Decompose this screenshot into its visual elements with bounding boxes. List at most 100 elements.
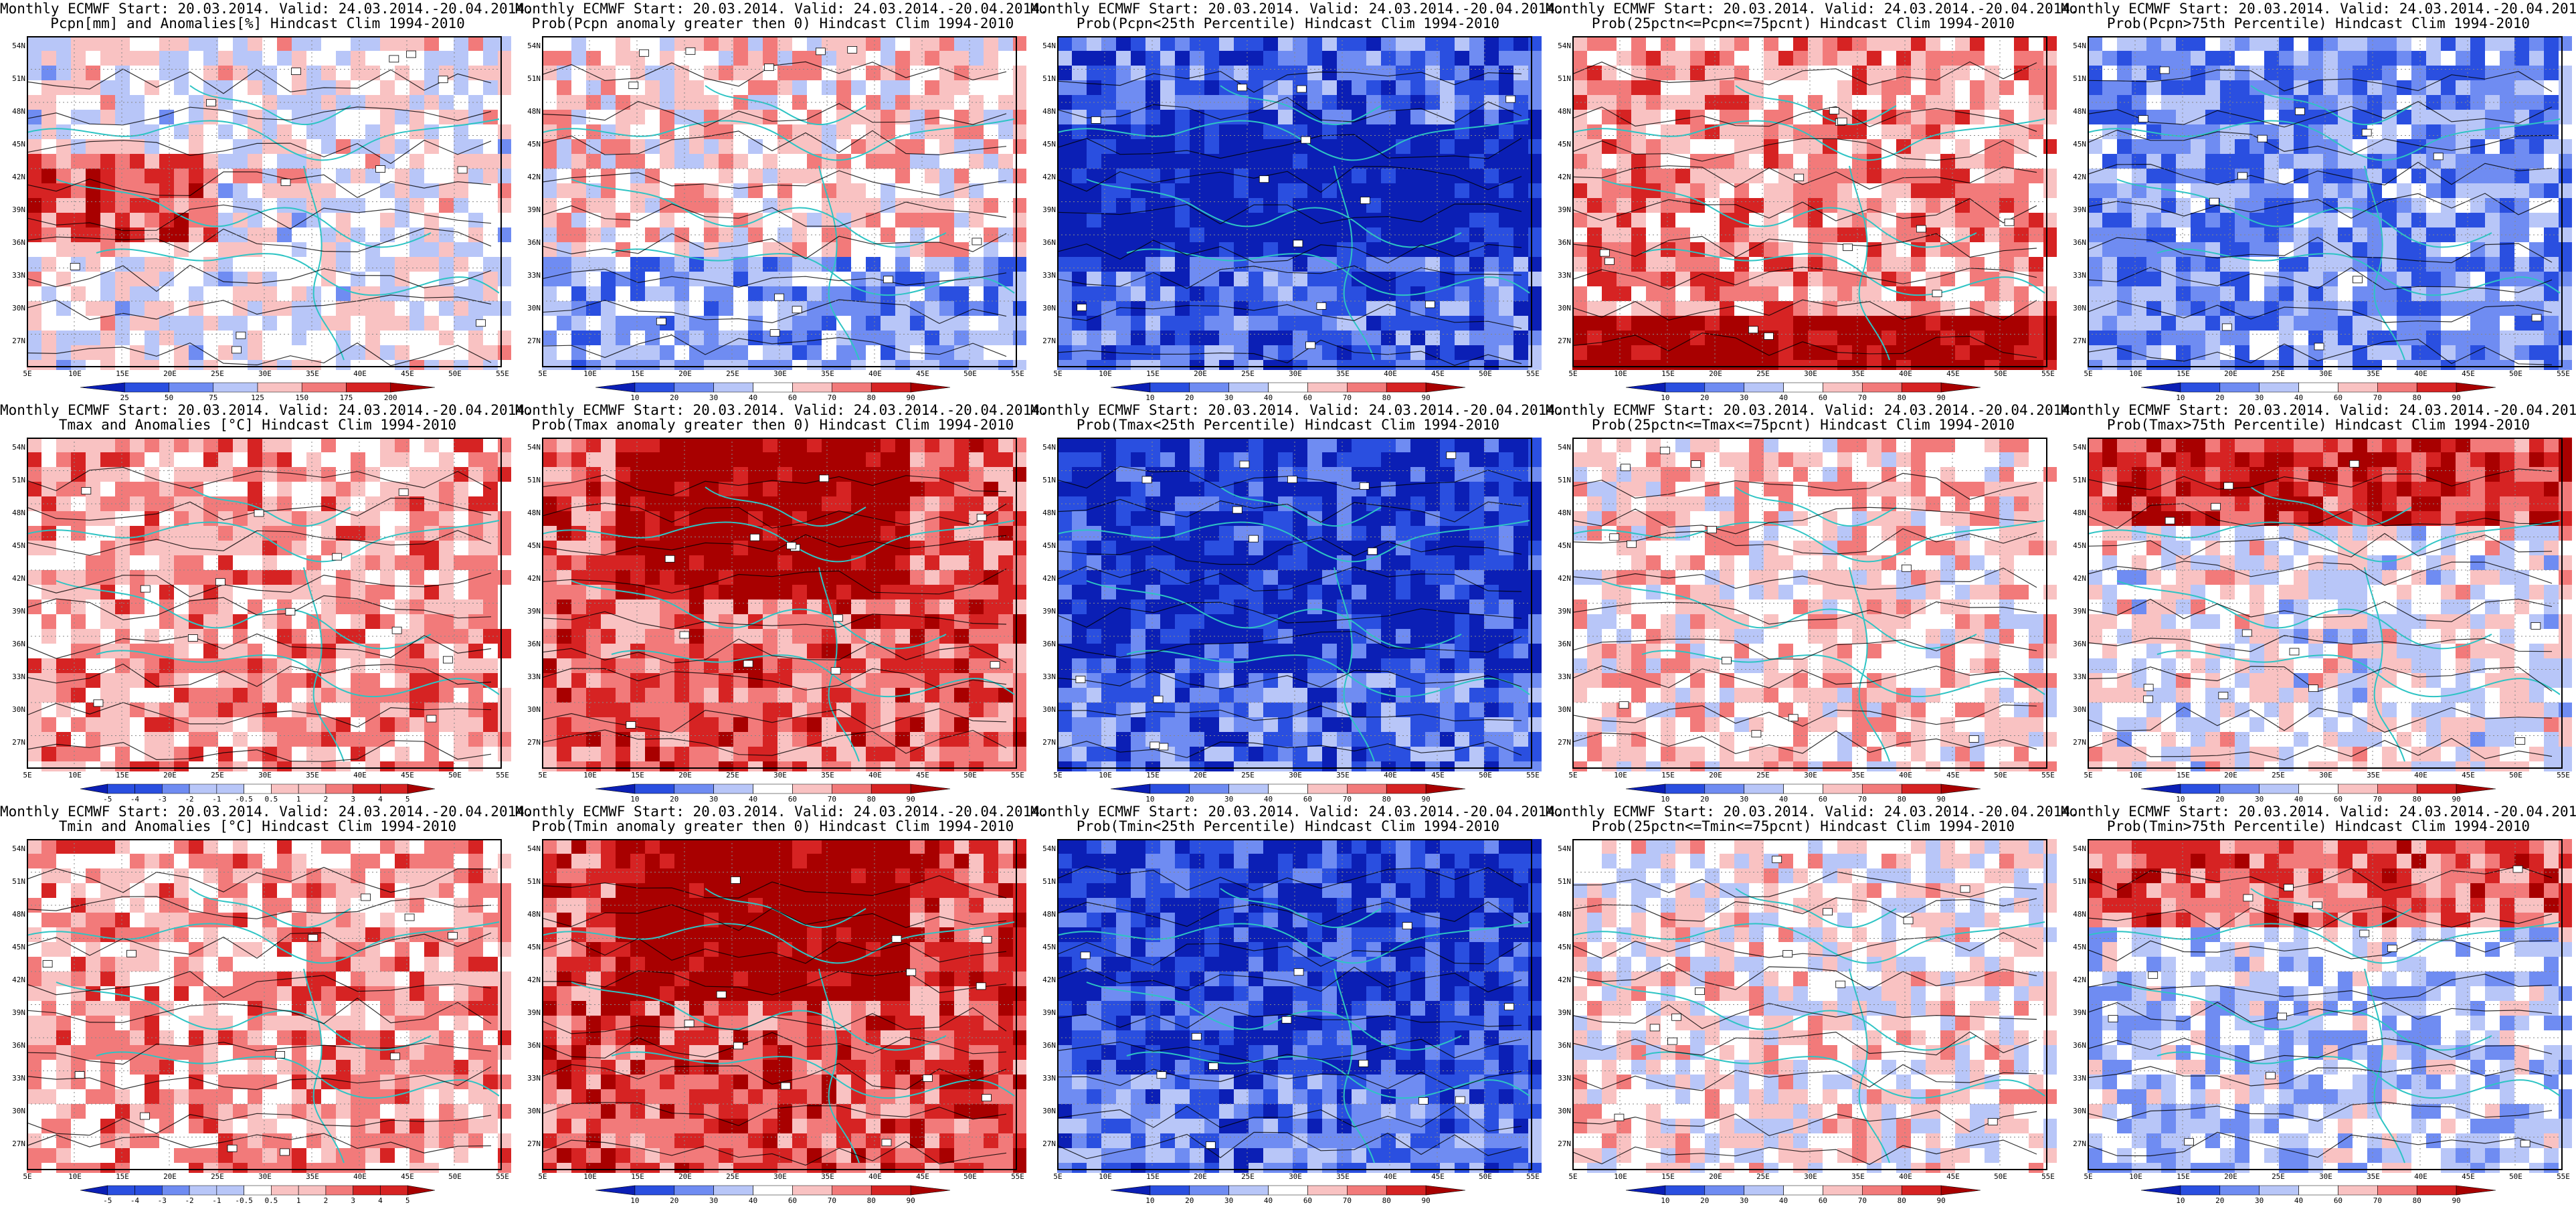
longitude-label: 55E: [1522, 369, 1544, 378]
latitude-label: 54N: [3, 41, 25, 50]
longitude-label: 5E: [531, 369, 554, 378]
colorbar-swatch: [1862, 1186, 1902, 1195]
colorbar-swatch: [2377, 383, 2417, 392]
map-panel-precipitation-5: Monthly ECMWF Start: 20.03.2014. Valid: …: [2061, 0, 2576, 401]
latitude-label: 27N: [3, 337, 25, 345]
longitude-label: 50E: [1474, 369, 1497, 378]
longitude-label: 15E: [626, 771, 649, 779]
longitude-label: 30E: [1284, 1172, 1307, 1181]
colorbar-swatch: [2338, 1186, 2377, 1195]
longitude-label: 10E: [1609, 771, 1632, 779]
latitude-label: 27N: [1033, 337, 1056, 345]
latitude-label: 54N: [518, 443, 541, 452]
latitude-label: 54N: [3, 844, 25, 853]
latitude-label: 33N: [1548, 672, 1571, 681]
colorbar-swatch: [595, 1186, 635, 1195]
latitude-label: 45N: [1033, 541, 1056, 550]
latitude-label: 45N: [3, 541, 25, 550]
colorbar-label: -4: [122, 1196, 149, 1205]
colorbar-label: 90: [2443, 1196, 2470, 1205]
colorbar-swatch: [1626, 383, 1665, 392]
latitude-label: 54N: [518, 844, 541, 853]
latitude-label: 48N: [1548, 508, 1571, 517]
colorbar-label: 3: [340, 1196, 367, 1205]
latitude-label: 27N: [518, 337, 541, 345]
panel-header: Monthly ECMWF Start: 20.03.2014. Valid: …: [0, 403, 515, 418]
panel-title: Prob(Tmax<25th Percentile) Hindcast Clim…: [1030, 418, 1546, 432]
latitude-label: 27N: [3, 738, 25, 747]
longitude-label: 30E: [2314, 369, 2337, 378]
longitude-label: 25E: [1752, 1172, 1774, 1181]
latitude-label: 48N: [2063, 508, 2086, 517]
longitude-label: 5E: [16, 1172, 39, 1181]
longitude-label: 35E: [816, 369, 839, 378]
colorbar-swatch: [407, 1186, 435, 1195]
latitude-label: 33N: [3, 672, 25, 681]
colorbar-label: 5: [394, 1196, 421, 1205]
colorbar-swatch: [135, 1186, 163, 1195]
map-canvas: [1562, 32, 2057, 370]
panel-title: Prob(Tmax>75th Percentile) Hindcast Clim…: [2061, 418, 2576, 432]
longitude-label: 45E: [1427, 369, 1449, 378]
colorbar-label: 60: [779, 1196, 806, 1205]
longitude-label: 40E: [1379, 771, 1402, 779]
latitude-label: 48N: [518, 910, 541, 919]
colorbar: [2134, 381, 2502, 393]
longitude-label: 10E: [64, 771, 86, 779]
latitude-label: 39N: [518, 607, 541, 616]
longitude-label: 20E: [1189, 771, 1212, 779]
latitude-label: 36N: [518, 640, 541, 648]
longitude-label: 15E: [626, 369, 649, 378]
longitude-label: 20E: [159, 1172, 181, 1181]
longitude-label: 15E: [1141, 369, 1164, 378]
latitude-label: 45N: [1548, 140, 1571, 149]
colorbar-swatch: [407, 784, 435, 794]
colorbar-swatch: [1823, 1186, 1862, 1195]
latitude-label: 30N: [1033, 705, 1056, 714]
longitude-label: 15E: [2172, 771, 2195, 779]
map-canvas: [531, 434, 1026, 771]
longitude-label: 50E: [444, 771, 466, 779]
longitude-label: 25E: [1236, 369, 1259, 378]
latitude-label: 39N: [2063, 607, 2086, 616]
latitude-label: 51N: [1548, 476, 1571, 484]
latitude-label: 45N: [518, 140, 541, 149]
colorbar-swatch: [2181, 383, 2220, 392]
colorbar-label: 20: [661, 1196, 688, 1205]
colorbar-swatch: [2338, 784, 2377, 794]
colorbar-swatch: [2299, 784, 2338, 794]
longitude-label: 20E: [674, 771, 697, 779]
latitude-label: 48N: [3, 107, 25, 116]
longitude-label: 20E: [1704, 1172, 1727, 1181]
longitude-label: 45E: [396, 771, 419, 779]
latitude-label: 30N: [1548, 304, 1571, 312]
colorbar-swatch: [753, 1186, 793, 1195]
latitude-label: 36N: [2063, 238, 2086, 247]
colorbar: [1619, 1184, 1987, 1196]
latitude-label: 42N: [2063, 173, 2086, 181]
map-canvas: [16, 835, 511, 1173]
latitude-label: 33N: [518, 1074, 541, 1083]
colorbar-swatch: [1307, 784, 1347, 794]
latitude-label: 36N: [3, 640, 25, 648]
panel-title: Prob(Pcpn<25th Percentile) Hindcast Clim…: [1030, 16, 1546, 31]
colorbar-swatch: [1784, 784, 1823, 794]
colorbar-swatch: [2260, 383, 2299, 392]
colorbar-swatch: [1902, 1186, 1941, 1195]
colorbar-swatch: [1665, 1186, 1705, 1195]
colorbar-swatch: [1941, 1186, 1981, 1195]
map-canvas: [1046, 434, 1542, 771]
colorbar-swatch: [1111, 383, 1150, 392]
latitude-label: 39N: [1033, 607, 1056, 616]
latitude-label: 45N: [3, 943, 25, 951]
latitude-label: 33N: [1033, 672, 1056, 681]
longitude-label: 30E: [2314, 771, 2337, 779]
longitude-label: 35E: [2362, 1172, 2385, 1181]
latitude-label: 42N: [1033, 173, 1056, 181]
longitude-label: 25E: [2267, 369, 2290, 378]
latitude-label: 42N: [518, 976, 541, 984]
map-panel-tmin-5: Monthly ECMWF Start: 20.03.2014. Valid: …: [2061, 803, 2576, 1204]
colorbar-swatch: [714, 383, 753, 392]
colorbar-swatch: [871, 1186, 911, 1195]
